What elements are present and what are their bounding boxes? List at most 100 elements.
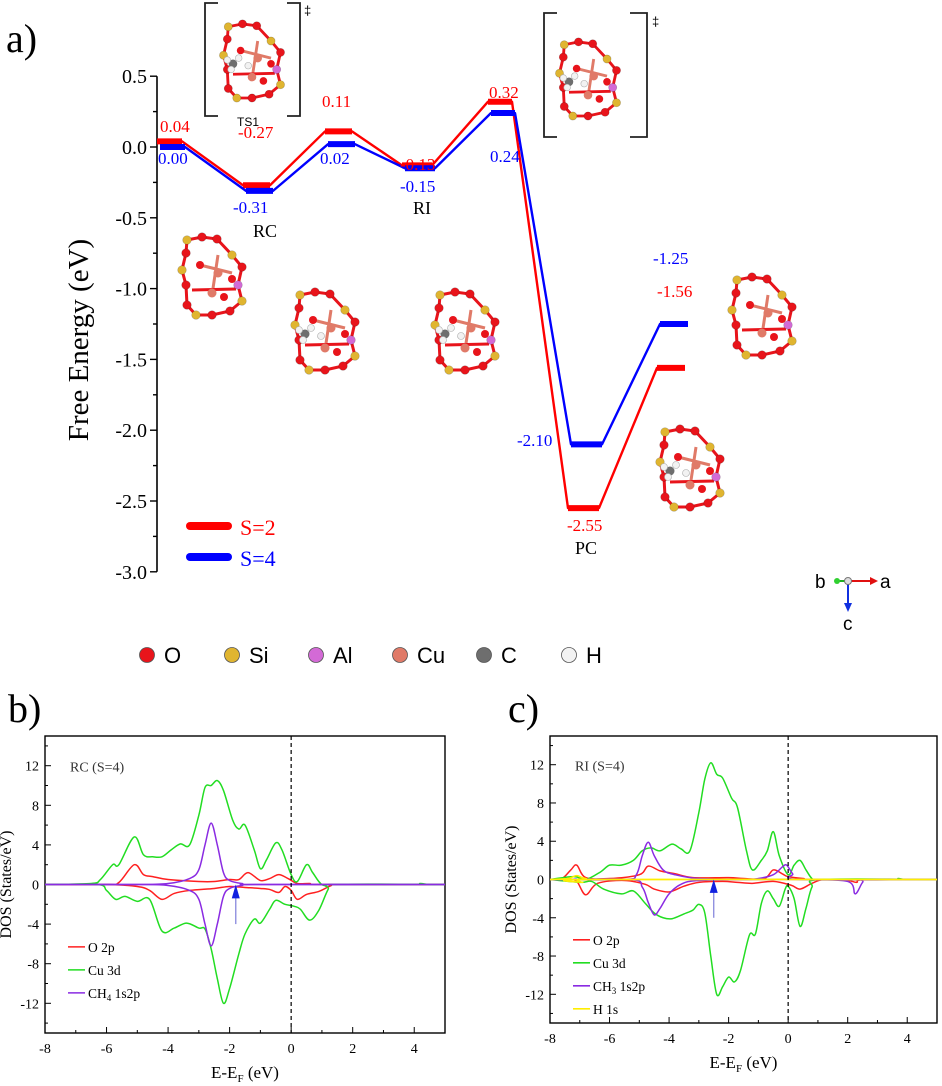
energy-labels: 0.04 -0.27 0.11 -0.13 0.32 -2.55 -1.56 0.00 -0.3…	[158, 83, 692, 535]
y-tick-label: -4	[532, 912, 544, 927]
atom-legend-label: Cu	[417, 643, 445, 668]
atom-cu	[253, 53, 262, 63]
atom	[444, 365, 454, 375]
atom	[757, 350, 767, 360]
atom	[237, 296, 247, 306]
atom-legend-item-si: Si	[224, 643, 269, 668]
atom-h	[664, 473, 672, 481]
atom	[276, 48, 285, 57]
atom-o	[595, 95, 604, 103]
atom-legend-item-h: H	[561, 643, 602, 668]
atom-h	[563, 83, 571, 92]
x-tick-label: 4	[904, 1032, 911, 1047]
atom	[252, 21, 262, 31]
atom	[272, 65, 282, 74]
atom-cu	[460, 343, 470, 353]
y-tick-label: 0.5	[122, 66, 147, 88]
atom	[762, 274, 772, 284]
atom-cu	[757, 328, 767, 338]
atom-o	[267, 60, 275, 68]
atom	[480, 305, 490, 315]
legend-entry: CH3 1s2p	[573, 979, 645, 996]
atom-legend-label: O	[164, 643, 181, 668]
atom-h	[682, 469, 690, 477]
series-legend: S=2 S=4	[186, 515, 276, 571]
structure-ch4-adsorbed	[290, 287, 360, 375]
atom	[711, 472, 721, 482]
atom	[225, 306, 235, 316]
structure-pc	[655, 424, 725, 512]
x-tick-label: 2	[349, 1042, 356, 1057]
atom	[304, 365, 314, 375]
atom-legend-item-al: Al	[308, 643, 353, 668]
atom-h	[317, 332, 325, 340]
atom-h	[447, 324, 455, 332]
atom	[295, 355, 305, 365]
atom-o	[706, 467, 714, 475]
atom	[715, 488, 725, 498]
energy-value-label: -2.55	[567, 516, 602, 535]
energy-value-label: 0.04	[160, 117, 190, 136]
atom-o-icon	[139, 647, 155, 663]
atom-h	[244, 62, 252, 70]
atom-o	[572, 64, 581, 73]
atom-al-icon	[308, 647, 324, 663]
atom	[732, 340, 742, 350]
legend-entry: Cu 3d	[68, 963, 121, 978]
energy-value-label: -0.15	[400, 177, 435, 196]
atom	[787, 302, 797, 312]
atom	[583, 111, 593, 121]
y-tick-label: -3.0	[115, 562, 147, 584]
dos-ch4-1s2p-spin-down	[45, 883, 445, 947]
panel-label-a: a)	[6, 16, 37, 61]
legend-label: O 2p	[593, 933, 620, 948]
atom	[338, 361, 348, 371]
y-tick-label: -12	[525, 988, 544, 1003]
atom-o	[770, 333, 778, 341]
atom	[559, 102, 569, 111]
legend-label-s2: S=2	[240, 515, 276, 540]
atom-h-icon	[561, 647, 577, 663]
x-tick-label: 0	[288, 1042, 295, 1057]
y-tick-label: 8	[32, 799, 39, 814]
atom	[777, 290, 787, 300]
atom-h	[571, 72, 579, 80]
atom	[600, 107, 610, 117]
structure-rc	[177, 232, 247, 320]
atom	[574, 37, 583, 47]
atom	[731, 288, 741, 298]
atom	[490, 351, 500, 361]
legend-label: O 2p	[88, 940, 115, 955]
dos-o-2p-spin-down	[550, 878, 937, 896]
series-group	[45, 779, 445, 1005]
atom-cu	[207, 288, 217, 298]
atom	[223, 22, 233, 32]
legend-label: Cu 3d	[88, 963, 121, 978]
y-tick-label: -12	[20, 997, 39, 1012]
state-label-pc: PC	[575, 538, 597, 558]
atom-legend-item-cu: Cu	[392, 643, 445, 668]
atom	[191, 310, 201, 320]
atom-o	[674, 453, 682, 461]
atom	[177, 265, 187, 275]
atom	[608, 83, 618, 92]
atom	[435, 355, 445, 365]
atom	[602, 54, 612, 64]
atom-cu	[466, 323, 476, 333]
y-tick-label: -8	[532, 950, 544, 965]
atom	[660, 492, 670, 502]
up-arrow-icon	[709, 879, 718, 893]
structure-ts1	[219, 19, 285, 103]
atom	[435, 290, 445, 300]
energy-value-label: -0.31	[233, 198, 268, 217]
atom-h	[435, 326, 443, 334]
ts2-bracket	[543, 12, 648, 138]
axis-label-b: b	[815, 572, 826, 593]
atom	[264, 89, 274, 99]
structure-ts2	[555, 37, 621, 121]
atom-cu	[213, 268, 223, 278]
legend-entry: O 2p	[573, 933, 620, 948]
atom-cu	[763, 308, 773, 318]
dos-cu-3d-spin-up	[550, 762, 937, 881]
legend-label: H 1s	[593, 1002, 618, 1017]
